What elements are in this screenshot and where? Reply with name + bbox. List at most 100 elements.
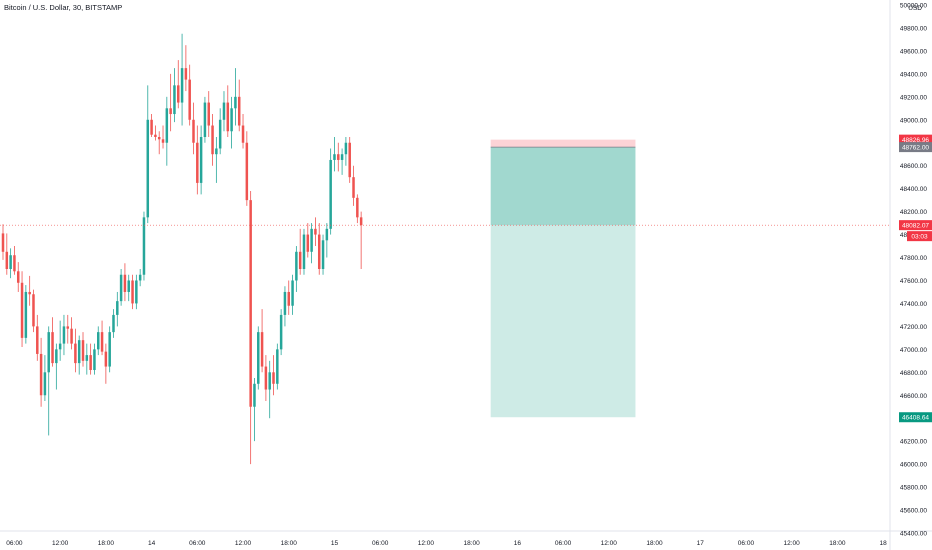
- candle: [268, 360, 271, 419]
- candle-body: [226, 102, 230, 132]
- price-tick-label: 47800.00: [900, 255, 927, 262]
- short-position-tool[interactable]: [490, 139, 636, 418]
- time-tick-label: 12:00: [418, 540, 435, 547]
- price-axis[interactable]: 50000.00 49800.00 49600.00 49400.00 49200.00…: [899, 3, 932, 538]
- candle: [55, 343, 58, 390]
- candle: [16, 262, 20, 292]
- entry-price-label: 48762.00: [902, 144, 929, 151]
- candle: [241, 114, 245, 149]
- price-tick-label: 48400.00: [900, 186, 927, 193]
- candle-body: [241, 125, 245, 143]
- candle: [1, 224, 5, 260]
- candle: [192, 102, 195, 155]
- candle-body: [58, 343, 62, 350]
- candle: [43, 355, 47, 401]
- candle-body: [321, 240, 325, 269]
- candle-body: [66, 326, 70, 329]
- price-tick-label: 47200.00: [900, 324, 927, 331]
- candle-body: [9, 255, 12, 269]
- candle-body: [230, 108, 233, 132]
- candle: [66, 314, 70, 344]
- last-price-badge: [899, 220, 932, 231]
- candle-body: [32, 294, 35, 327]
- candle-body: [192, 119, 195, 143]
- candle: [157, 131, 161, 155]
- candle-body: [333, 154, 336, 160]
- time-axis[interactable]: 06:00 12:00 18:00 14 06:00 12:00 18:00 15 06:00 1…: [6, 540, 887, 547]
- candle-body: [279, 314, 283, 350]
- time-tick-label: 18:00: [463, 540, 480, 547]
- price-tick-label: 46000.00: [900, 462, 927, 469]
- candle-body: [340, 154, 344, 160]
- candle-body: [203, 102, 207, 137]
- candle-body: [268, 372, 271, 390]
- candle-body: [77, 340, 81, 364]
- candle: [329, 148, 332, 235]
- candle-body: [180, 68, 184, 103]
- candle-body: [310, 228, 313, 252]
- candle: [28, 275, 31, 306]
- candle-body: [108, 332, 111, 367]
- candle-body: [16, 271, 20, 283]
- candle: [104, 343, 108, 384]
- candle: [36, 314, 39, 361]
- candle-body: [5, 251, 9, 269]
- candle: [356, 194, 359, 224]
- candle: [199, 125, 203, 195]
- last-price-label: 48082.07: [902, 222, 929, 229]
- candle: [165, 96, 169, 166]
- candle: [131, 274, 134, 310]
- candle-body: [127, 280, 130, 292]
- candle-body: [116, 301, 119, 315]
- candle-body: [245, 142, 249, 201]
- candle: [291, 274, 294, 315]
- candle-body: [295, 251, 298, 281]
- candle-body: [112, 314, 115, 333]
- time-tick-label: 14: [148, 540, 156, 547]
- candles: [1, 33, 363, 465]
- chart-title: Bitcoin / U.S. Dollar, 30, BITSTAMP: [4, 3, 123, 12]
- candle-body: [20, 282, 24, 338]
- candle: [47, 326, 50, 436]
- candle: [253, 378, 256, 442]
- candle: [348, 137, 351, 183]
- time-tick-label: 15: [331, 540, 339, 547]
- time-tick-label: 12:00: [601, 540, 618, 547]
- candle: [74, 328, 77, 373]
- candle: [287, 280, 290, 315]
- price-tick-label: 45600.00: [900, 508, 927, 515]
- candle-body: [51, 332, 54, 364]
- candle-body: [119, 274, 123, 302]
- candle-body: [222, 102, 226, 120]
- candle-body: [157, 137, 161, 140]
- profit-zone-reached[interactable]: [490, 147, 636, 226]
- stop-loss-zone[interactable]: [490, 139, 636, 148]
- candle: [226, 85, 230, 137]
- candle-body: [264, 366, 268, 390]
- candle-body: [302, 234, 306, 269]
- time-tick-label: 06:00: [189, 540, 206, 547]
- time-tick-label: 18: [879, 540, 887, 547]
- candle-body: [184, 68, 188, 80]
- candle: [317, 223, 321, 275]
- candle-body: [142, 217, 146, 275]
- take-profit-price-badge: [899, 412, 932, 423]
- candle-body: [62, 326, 66, 344]
- candle-body: [276, 349, 279, 384]
- candle: [302, 228, 306, 275]
- time-tick-label: 06:00: [555, 540, 572, 547]
- candle-body: [70, 328, 73, 344]
- candle-body: [123, 274, 127, 292]
- candle: [222, 91, 226, 132]
- profit-zone[interactable]: [490, 225, 636, 418]
- candle-body: [165, 108, 169, 143]
- candle-body: [43, 372, 47, 396]
- candle-body: [359, 217, 363, 226]
- candle-body: [173, 85, 176, 115]
- candle-body: [337, 154, 340, 160]
- candle: [62, 314, 66, 356]
- candle-body: [24, 291, 28, 338]
- time-tick-label: 18:00: [98, 540, 115, 547]
- candle: [5, 233, 9, 275]
